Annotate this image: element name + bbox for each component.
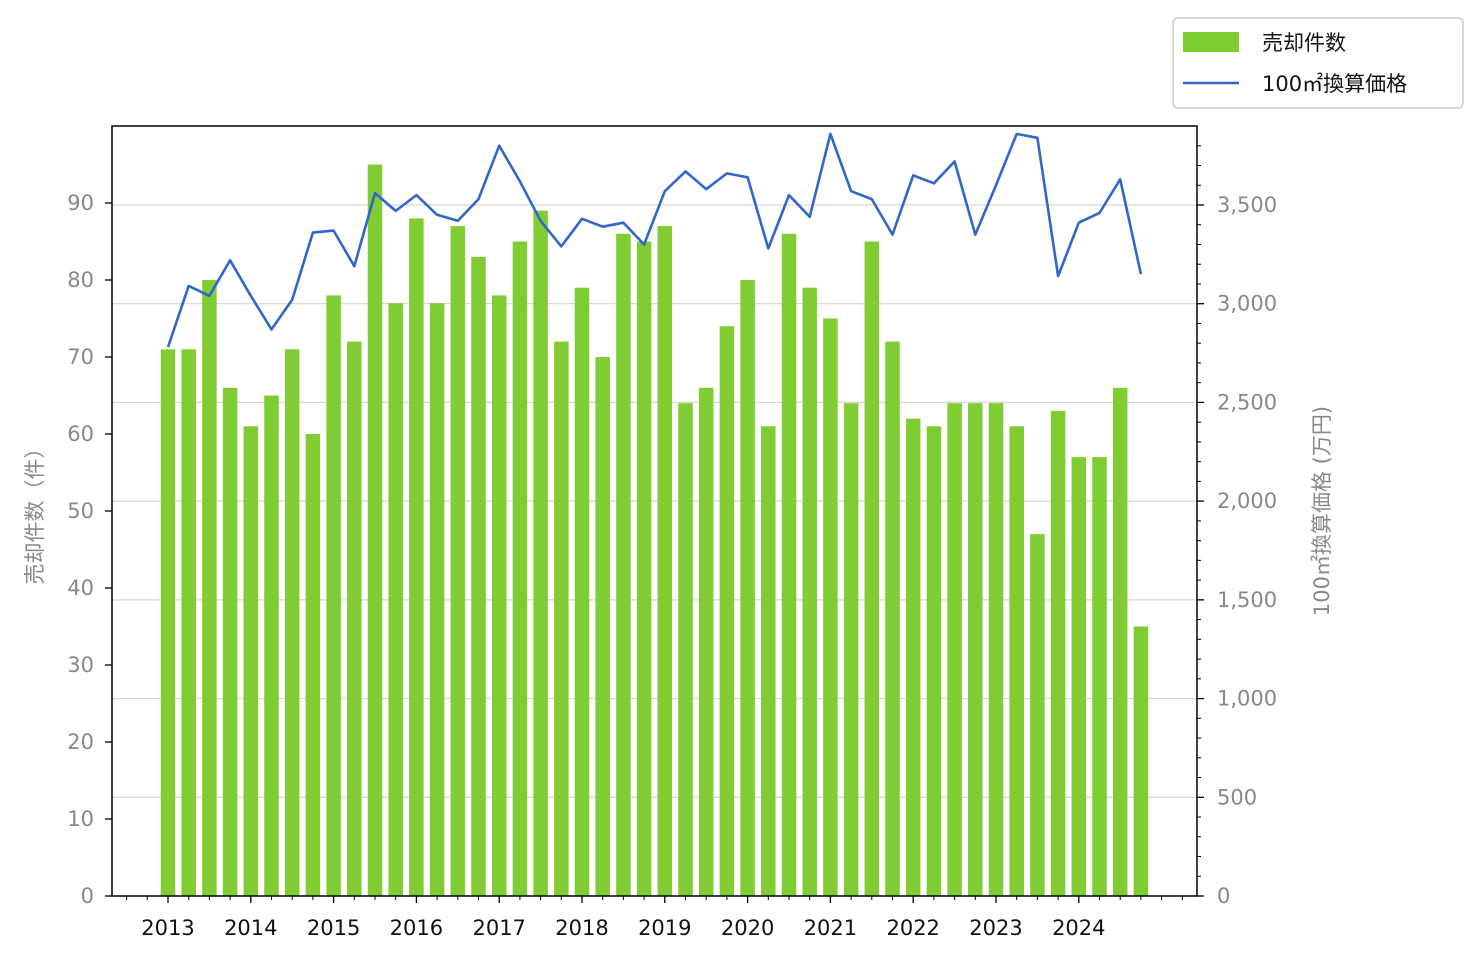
price-line — [166, 132, 1143, 348]
bar — [740, 280, 755, 896]
bar — [554, 341, 569, 897]
left-tick-label: 20 — [67, 730, 94, 754]
legend-label-bar: 売却件数 — [1262, 31, 1346, 55]
x-tick-label: 2014 — [224, 916, 277, 940]
bar — [1050, 410, 1066, 896]
bar — [347, 341, 362, 897]
bar — [388, 303, 403, 897]
right-y-axis: 0 500 1,000 1,500 2,000 2,500 3,000 3,500 — [1197, 145, 1277, 908]
bar — [595, 357, 610, 896]
x-tick-label: 2020 — [721, 916, 774, 940]
right-tick-label: 2,000 — [1217, 489, 1277, 513]
bar — [326, 295, 341, 896]
x-tick-label: 2015 — [307, 916, 360, 940]
right-tick-label: 1,500 — [1217, 588, 1277, 612]
bar — [1071, 457, 1087, 896]
bar — [533, 210, 548, 896]
bar — [905, 418, 921, 896]
left-axis-title: 売却件数（件） — [23, 438, 47, 585]
x-axis: 2013 2014 2015 2016 2017 2018 2019 2020 2021 2022… — [126, 896, 1183, 940]
bar-series — [160, 164, 1149, 897]
bar — [802, 287, 817, 896]
legend-bar-swatch — [1183, 32, 1239, 52]
x-tick-label: 2021 — [804, 916, 857, 940]
legend: 売却件数 100㎡換算価格 — [1172, 17, 1464, 109]
bar — [429, 303, 445, 897]
bar — [471, 256, 486, 896]
left-tick-label: 0 — [81, 884, 94, 908]
x-tick-label: 2023 — [969, 916, 1022, 940]
bar — [1112, 387, 1128, 896]
right-tick-label: 1,000 — [1217, 687, 1277, 711]
x-tick-label: 2013 — [141, 916, 194, 940]
bar — [160, 349, 176, 896]
right-tick-label: 3,000 — [1217, 292, 1277, 316]
bar — [864, 241, 880, 896]
bar — [1030, 534, 1045, 896]
right-axis-title: 100㎡換算価格 (万円) — [1310, 406, 1334, 616]
right-tick-label: 500 — [1217, 785, 1257, 809]
bar — [988, 403, 1004, 896]
bar — [657, 226, 673, 897]
bar — [823, 318, 838, 896]
bar — [636, 241, 652, 896]
bar — [968, 403, 983, 896]
bar — [719, 326, 735, 896]
bar — [843, 403, 859, 896]
bar — [781, 233, 797, 897]
bar — [885, 341, 900, 897]
right-tick-label: 2,500 — [1217, 390, 1277, 414]
left-tick-label: 10 — [67, 807, 94, 831]
bar — [181, 349, 196, 896]
x-tick-label: 2016 — [390, 916, 443, 940]
x-tick-label: 2017 — [472, 916, 525, 940]
line-series — [166, 132, 1143, 348]
right-tick-label: 3,500 — [1217, 193, 1277, 217]
bar — [761, 426, 776, 896]
left-y-axis: 0 10 20 30 40 50 60 70 80 90 — [67, 191, 112, 908]
bar — [202, 280, 217, 896]
bar — [264, 395, 279, 896]
bar — [305, 434, 321, 896]
legend-box — [1172, 17, 1464, 109]
legend-label-line: 100㎡換算価格 — [1262, 72, 1407, 96]
left-tick-label: 70 — [67, 345, 94, 369]
x-tick-label: 2022 — [886, 916, 939, 940]
left-tick-label: 30 — [67, 653, 94, 677]
bar — [678, 403, 693, 896]
bar — [698, 387, 714, 896]
left-tick-label: 60 — [67, 422, 94, 446]
bar — [1133, 626, 1149, 896]
bar — [367, 164, 383, 896]
bar — [512, 241, 528, 896]
bar — [409, 218, 424, 896]
bar — [1009, 426, 1024, 896]
bar — [491, 295, 507, 896]
bar — [1092, 457, 1107, 896]
left-tick-label: 40 — [67, 576, 94, 600]
bar — [616, 233, 631, 897]
bar — [450, 226, 466, 897]
x-tick-label: 2018 — [555, 916, 608, 940]
bar — [926, 426, 942, 896]
right-tick-label: 0 — [1217, 884, 1230, 908]
x-tick-label: 2019 — [638, 916, 691, 940]
bar — [284, 349, 300, 896]
bar — [574, 287, 590, 896]
left-tick-label: 80 — [67, 268, 94, 292]
left-tick-label: 50 — [67, 499, 94, 523]
left-tick-label: 90 — [67, 191, 94, 215]
bar — [222, 387, 238, 896]
bar — [947, 403, 962, 896]
x-tick-label: 2024 — [1052, 916, 1105, 940]
bar — [243, 426, 259, 896]
